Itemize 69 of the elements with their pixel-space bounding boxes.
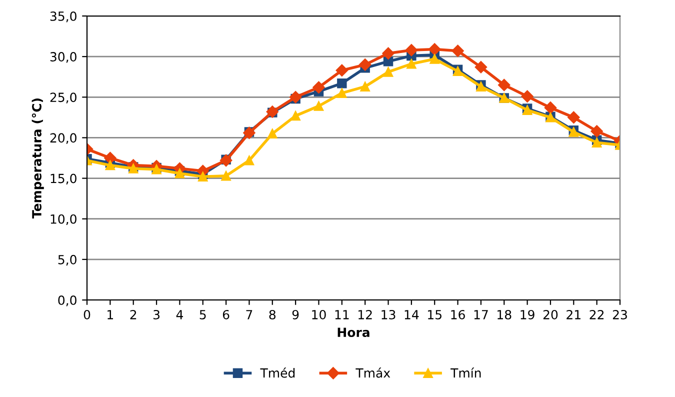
point [592, 138, 602, 148]
y-tick-label: 35,0 [50, 11, 76, 22]
point [405, 44, 418, 56]
point [174, 168, 185, 178]
x-tick-label: 9 [292, 310, 299, 320]
point [383, 67, 394, 77]
x-tick-label: 11 [335, 310, 349, 320]
x-tick-label: 1 [108, 310, 113, 320]
point [336, 64, 348, 76]
point [521, 90, 534, 102]
point [428, 43, 441, 56]
legend-label: Tmáx [356, 368, 390, 378]
x-tick-label: 3 [154, 310, 160, 320]
x-tick-label: 7 [246, 310, 252, 320]
point [498, 78, 510, 92]
x-tick-label: 15 [428, 310, 442, 320]
y-tick-label: 30,0 [50, 52, 76, 63]
x-tick-label: 21 [566, 310, 580, 320]
point [358, 58, 372, 71]
x-tick-label: 17 [474, 310, 488, 320]
point [430, 54, 440, 64]
point [198, 172, 208, 182]
x-tick-label: 10 [312, 310, 326, 320]
x-tick-label: 6 [222, 310, 230, 320]
y-tick-label: 10,0 [50, 214, 76, 226]
point [382, 47, 394, 60]
x-tick-label: 5 [200, 310, 206, 320]
x-tick-label: 2 [130, 310, 136, 320]
point [568, 111, 580, 124]
y-tick-label: 25,0 [50, 92, 76, 104]
x-tick-label: 19 [520, 310, 534, 320]
point [290, 110, 300, 121]
x-tick-label: 22 [590, 310, 604, 320]
y-tick-label: 0,0 [58, 295, 76, 306]
x-tick-label: 13 [382, 310, 396, 320]
x-tick-label: 0 [84, 310, 90, 320]
point [314, 101, 324, 111]
x-tick-label: 4 [176, 310, 183, 320]
point [360, 82, 370, 92]
x-tick-label: 8 [269, 310, 276, 320]
point [406, 59, 416, 69]
point [105, 160, 116, 170]
point [474, 61, 488, 74]
point [312, 81, 325, 94]
point [289, 91, 302, 104]
x-axis-title: Hora [338, 328, 370, 338]
point [220, 154, 232, 167]
point [244, 156, 254, 166]
y-axis-title: Temperatura (°C) [32, 98, 44, 218]
point [337, 78, 347, 88]
point [104, 152, 116, 164]
point [383, 56, 394, 66]
point [544, 102, 557, 114]
x-tick-label: 18 [498, 310, 512, 320]
point [221, 170, 231, 181]
point [590, 125, 603, 138]
x-tick-label: 23 [612, 310, 627, 320]
point [452, 44, 464, 57]
legend-label: Tmín [450, 368, 481, 378]
x-tick-label: 16 [451, 310, 465, 320]
legend-label: Tméd [260, 368, 295, 378]
x-tick-label: 14 [404, 310, 419, 320]
x-tick-label: 12 [358, 310, 372, 320]
y-tick-label: 5,0 [58, 254, 76, 266]
x-tick-label: 20 [543, 310, 558, 320]
y-tick-label: 15,0 [50, 174, 76, 184]
y-tick-label: 20,0 [50, 133, 76, 144]
point [268, 128, 278, 139]
point [337, 88, 347, 98]
